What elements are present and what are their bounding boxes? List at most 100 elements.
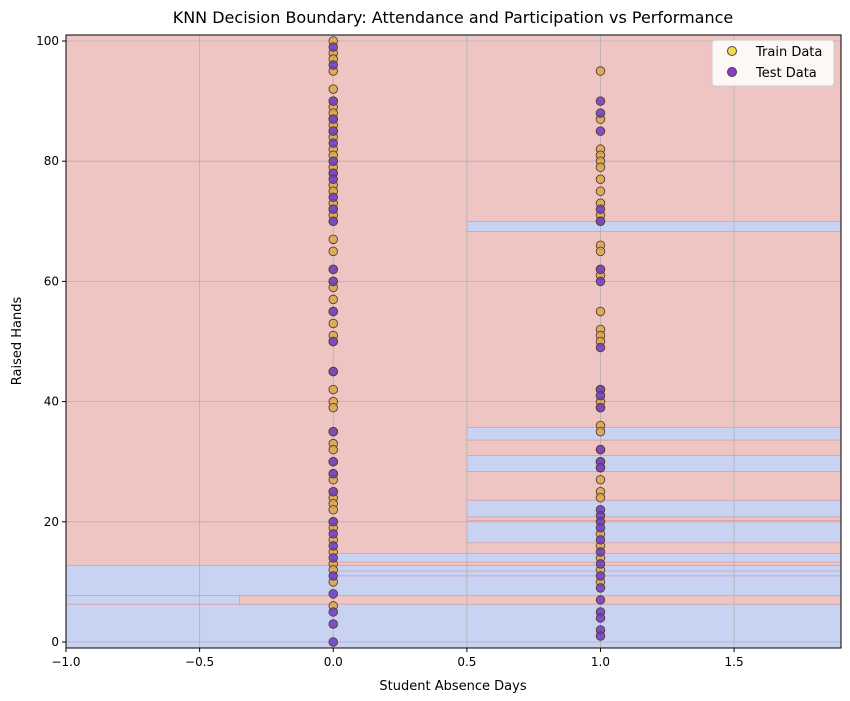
region-low-band-0 [66, 603, 841, 648]
region-low-band-8 [466, 427, 841, 441]
plot-frame [65, 34, 842, 649]
test-point [595, 444, 606, 455]
test-point [595, 613, 606, 623]
legend-train-label: Train Data [755, 45, 822, 60]
test-point [328, 571, 338, 581]
test-point [328, 276, 338, 287]
train-point [595, 66, 606, 76]
test-point [595, 547, 606, 557]
test-point [595, 462, 606, 473]
train-point [328, 444, 338, 455]
y-axis-label: Raised Hands [10, 297, 25, 386]
train-point [595, 174, 606, 184]
data-points [328, 36, 606, 647]
train-point [595, 162, 606, 172]
train-point [328, 246, 338, 257]
test-point [595, 571, 606, 581]
test-point [328, 306, 338, 317]
legend-train-marker [727, 46, 737, 56]
train-point [328, 294, 338, 305]
test-point [328, 264, 338, 275]
test-point [595, 559, 606, 569]
test-point [595, 216, 606, 227]
region-low-band-3 [332, 570, 841, 577]
region-low-band-4 [332, 553, 841, 563]
test-point [328, 619, 338, 629]
test-point [595, 402, 606, 413]
test-point [328, 216, 338, 227]
test-point [328, 529, 338, 539]
region-high [66, 35, 841, 648]
test-point [328, 553, 338, 563]
y-axis-ticks: 0 20 40 60 80 100 [36, 34, 66, 649]
test-point [595, 342, 606, 353]
test-point [328, 204, 338, 215]
test-point [595, 276, 606, 287]
legend: Train Data Test Data [711, 39, 835, 87]
decision-regions [66, 35, 841, 648]
test-point [328, 607, 338, 617]
test-point [595, 96, 606, 106]
x-tick-label: −0.5 [185, 655, 214, 669]
test-point [595, 535, 606, 545]
test-point [328, 126, 338, 136]
test-point [328, 589, 338, 599]
train-point [595, 186, 606, 197]
test-point [328, 114, 338, 124]
train-point [328, 505, 338, 515]
train-point [595, 474, 606, 485]
region-low-band-5 [466, 520, 841, 544]
train-point [595, 246, 606, 257]
test-point [595, 583, 606, 593]
train-point [595, 493, 606, 503]
region-low-band-7 [466, 455, 841, 472]
region-low-band-6 [466, 499, 841, 518]
test-point [595, 390, 606, 401]
chart-title: KNN Decision Boundary: Attendance and Pa… [173, 8, 734, 27]
test-point [328, 174, 338, 184]
test-point [328, 96, 338, 106]
train-point [328, 384, 338, 395]
test-point [595, 108, 606, 118]
test-point [328, 366, 338, 377]
test-point [595, 595, 606, 605]
test-point [328, 426, 338, 437]
train-point [595, 426, 606, 437]
test-point [595, 523, 606, 533]
y-tick-label: 100 [36, 34, 59, 48]
test-point [328, 138, 338, 148]
test-point [328, 336, 338, 347]
test-point [595, 204, 606, 215]
legend-test-marker [727, 67, 737, 77]
x-tick-label: 0.0 [324, 655, 343, 669]
train-point [328, 234, 338, 245]
train-point [328, 402, 338, 413]
train-point [595, 306, 606, 317]
y-tick-label: 60 [44, 274, 59, 288]
y-tick-label: 80 [44, 154, 59, 168]
test-point [595, 631, 606, 641]
test-point [328, 456, 338, 467]
test-point [328, 42, 338, 52]
legend-box [711, 39, 835, 87]
series-test [328, 42, 606, 647]
grid-lines [65, 35, 841, 648]
y-tick-label: 40 [44, 395, 59, 409]
test-point [328, 637, 338, 647]
test-point [595, 126, 606, 136]
x-axis-label: Student Absence Days [379, 679, 526, 694]
region-low-band-1 [66, 565, 841, 597]
legend-test-label: Test Data [755, 66, 817, 81]
train-point [328, 318, 338, 329]
x-tick-label: 1.5 [725, 655, 744, 669]
test-point [328, 468, 338, 479]
train-point [328, 84, 338, 94]
x-tick-label: 0.5 [457, 655, 476, 669]
x-tick-label: −1.0 [51, 655, 80, 669]
test-point [328, 192, 338, 203]
test-point [328, 517, 338, 527]
region-low-band-9 [466, 221, 841, 232]
test-point [328, 156, 338, 166]
test-point [595, 264, 606, 275]
